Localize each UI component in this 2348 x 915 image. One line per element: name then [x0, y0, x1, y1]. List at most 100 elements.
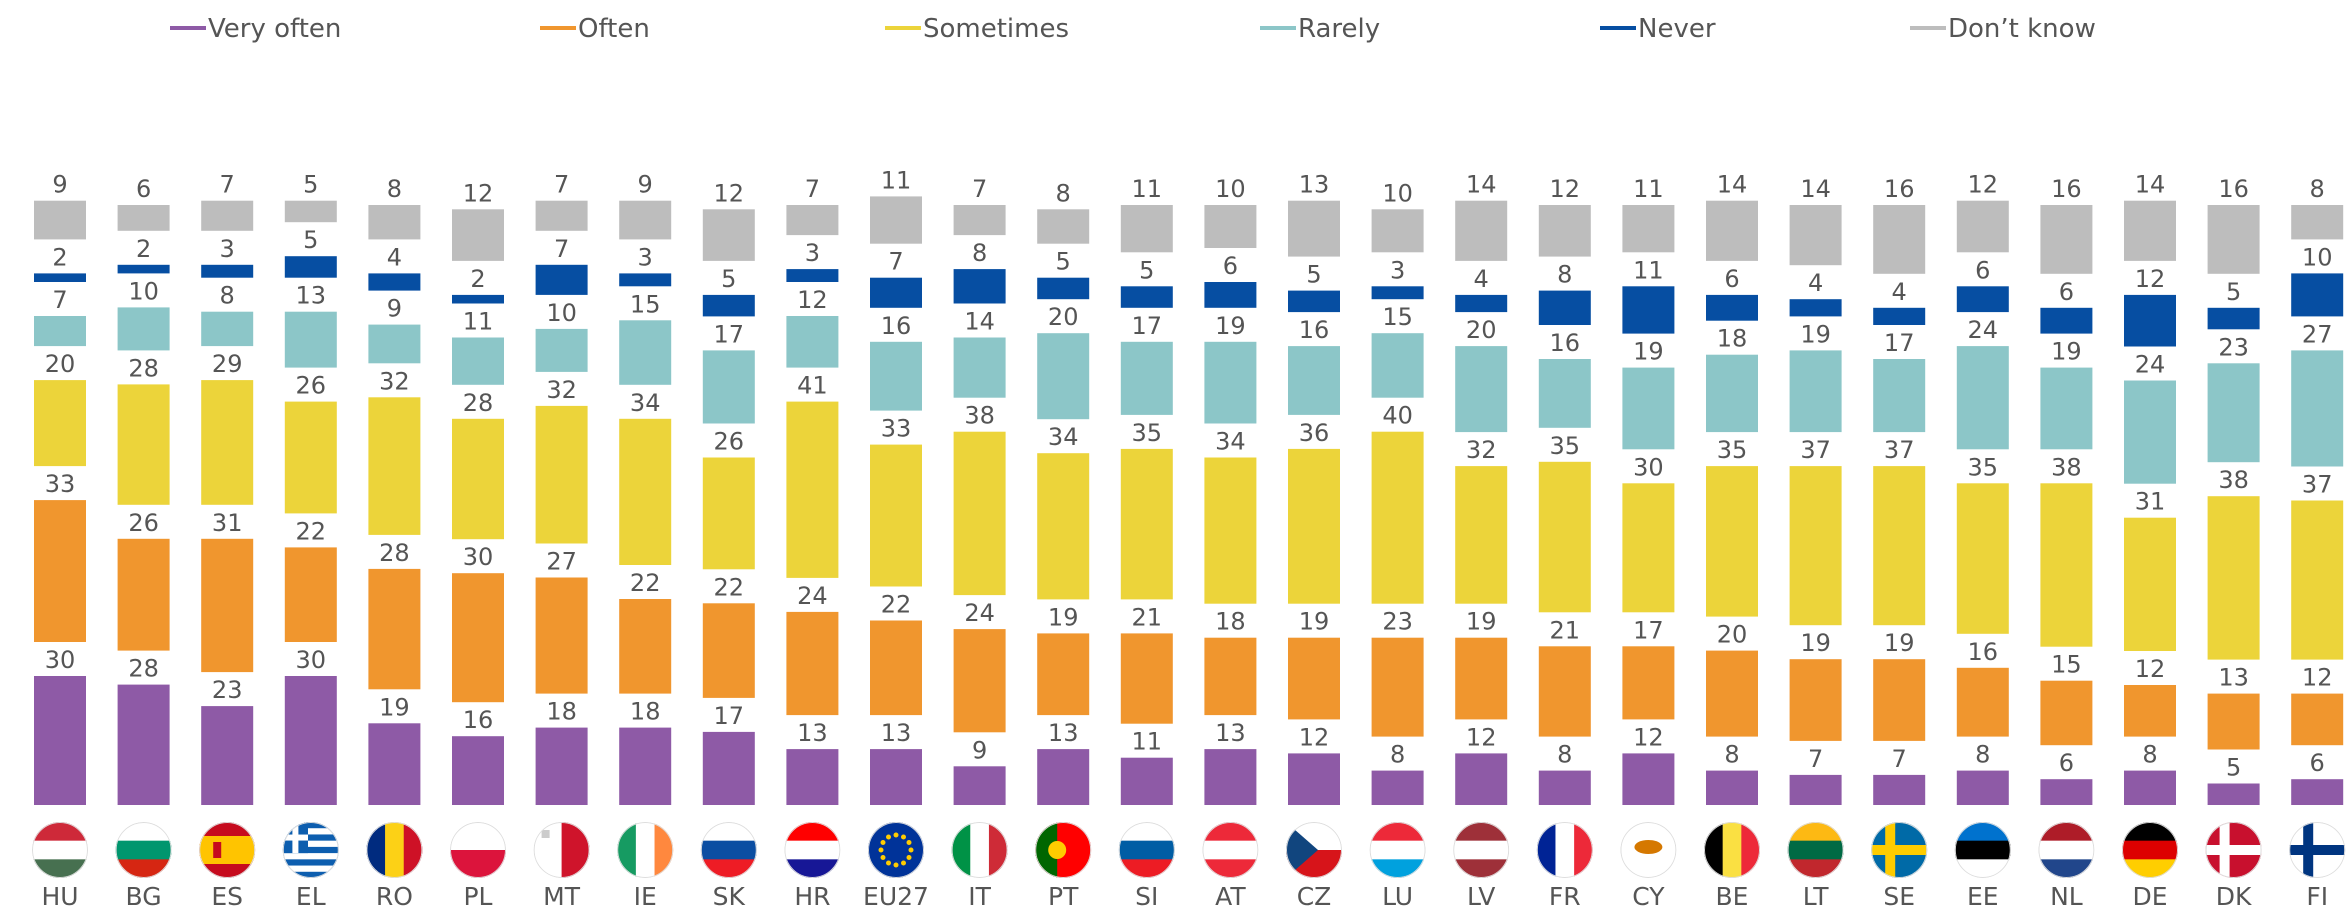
value-label-very-often-sk: 17 — [714, 702, 745, 730]
bar-often-mt — [535, 577, 588, 694]
value-label-never-it: 8 — [972, 239, 987, 267]
bar-don-t-know-ro — [368, 205, 421, 240]
value-label-often-dk: 13 — [2218, 664, 2249, 692]
legend-label: Very often — [208, 14, 341, 44]
bar-rarely-fi — [2291, 350, 2344, 467]
value-label-sometimes-cz: 36 — [1299, 419, 1330, 447]
bar-rarely-hu — [34, 316, 86, 347]
value-label-often-de: 12 — [2135, 655, 2166, 683]
bar-rarely-mt — [535, 328, 588, 372]
value-label-sometimes-fr: 35 — [1550, 432, 1581, 460]
flag-icon-it — [951, 822, 1008, 878]
value-label-never-hr: 3 — [805, 239, 820, 267]
flag-icon-ie — [617, 822, 674, 878]
bar-sometimes-hu — [34, 380, 86, 467]
value-label-never-cy: 11 — [1633, 256, 1664, 284]
bar-very-often-sk — [702, 731, 755, 805]
bar-very-often-lt — [1789, 774, 1842, 805]
legend-item-don-t-know: Don’t know — [1910, 14, 2096, 44]
value-label-often-se: 19 — [1884, 629, 1915, 657]
flag-icon-si — [1118, 822, 1175, 878]
value-label-sometimes-dk: 38 — [2218, 466, 2249, 494]
value-label-often-pt: 19 — [1048, 603, 1079, 631]
category-label-cz: CZ — [1297, 882, 1332, 911]
value-label-rarely-de: 24 — [2135, 351, 2166, 379]
bar-very-often-pt — [1037, 749, 1090, 805]
category-label-lt: LT — [1803, 882, 1829, 911]
legend-item-never: Never — [1600, 14, 1716, 44]
bar-very-often-lv — [1455, 753, 1508, 805]
value-label-often-lt: 19 — [1800, 629, 1831, 657]
value-label-never-sk: 5 — [721, 265, 736, 293]
bar-often-cz — [1288, 637, 1340, 720]
bar-very-often-hu — [34, 676, 86, 805]
bar-don-t-know-cz — [1288, 200, 1340, 257]
flag-icon-cy — [1620, 822, 1677, 878]
bar-often-pl — [452, 573, 504, 703]
value-label-often-si: 21 — [1132, 603, 1163, 631]
bar-don-t-know-ee — [1956, 200, 2009, 253]
value-label-very-often-ee: 8 — [1975, 741, 1990, 769]
country-flags — [32, 822, 2346, 878]
value-label-don-t-know-el: 5 — [303, 171, 318, 199]
category-label-mt: MT — [543, 882, 581, 911]
bar-rarely-fr — [1538, 359, 1591, 428]
value-label-often-cy: 17 — [1633, 616, 1664, 644]
bar-don-t-know-pt — [1037, 209, 1090, 244]
bar-never-de — [2124, 294, 2176, 347]
value-label-very-often-lu: 8 — [1390, 741, 1405, 769]
value-label-often-lu: 23 — [1382, 608, 1413, 636]
bar-don-t-know-lt — [1789, 205, 1842, 266]
value-label-rarely-es: 8 — [220, 282, 235, 310]
value-label-often-pl: 30 — [463, 543, 494, 571]
legend-item-very-often: Very often — [170, 14, 341, 44]
bar-very-often-lu — [1371, 770, 1424, 805]
value-label-don-t-know-fr: 12 — [1550, 175, 1581, 203]
value-label-sometimes-lv: 32 — [1466, 436, 1497, 464]
bar-never-at — [1204, 282, 1257, 308]
value-label-very-often-cy: 12 — [1633, 723, 1664, 751]
bar-often-pt — [1037, 633, 1090, 716]
value-label-very-often-bg: 28 — [128, 655, 159, 683]
value-label-rarely-fi: 27 — [2302, 320, 2333, 348]
value-label-rarely-cz: 16 — [1299, 316, 1330, 344]
value-label-rarely-it: 14 — [964, 308, 995, 336]
bar-don-t-know-at — [1204, 205, 1257, 248]
value-label-rarely-pt: 20 — [1048, 303, 1079, 331]
bar-very-often-at — [1204, 749, 1257, 805]
bar-sometimes-eu27 — [870, 444, 922, 587]
category-label-at: AT — [1215, 882, 1246, 911]
value-label-don-t-know-hr: 7 — [805, 175, 820, 203]
bar-sometimes-el — [284, 401, 337, 514]
category-label-ie: IE — [634, 882, 657, 911]
value-label-sometimes-ee: 35 — [1968, 453, 1999, 481]
value-label-very-often-cz: 12 — [1299, 723, 1330, 751]
value-label-rarely-sk: 17 — [714, 320, 745, 348]
bar-very-often-cz — [1288, 753, 1340, 805]
bar-sometimes-bg — [117, 384, 170, 505]
bar-don-t-know-lv — [1455, 200, 1508, 261]
bar-don-t-know-el — [284, 200, 337, 223]
bar-rarely-pt — [1037, 333, 1090, 420]
value-label-sometimes-es: 29 — [212, 350, 243, 378]
bar-don-t-know-fi — [2291, 205, 2344, 240]
flag-icon-fr — [1536, 822, 1593, 878]
value-label-never-hu: 2 — [52, 243, 67, 271]
bar-often-el — [284, 547, 337, 642]
value-label-never-dk: 5 — [2226, 278, 2241, 306]
value-label-rarely-be: 18 — [1717, 325, 1748, 353]
flag-icon-nl — [2038, 822, 2095, 878]
bar-often-fr — [1538, 646, 1591, 737]
value-label-don-t-know-eu27: 11 — [881, 166, 912, 194]
value-label-sometimes-pt: 34 — [1048, 423, 1079, 451]
bar-don-t-know-eu27 — [870, 196, 922, 244]
bar-often-cy — [1622, 646, 1675, 720]
bar-very-often-nl — [2040, 779, 2093, 805]
bar-rarely-si — [1120, 341, 1173, 415]
bar-often-ee — [1956, 667, 2009, 737]
legend: Very often Often Sometimes Rarely Never Don’t… — [170, 14, 2096, 44]
value-label-rarely-lt: 19 — [1800, 320, 1831, 348]
value-label-often-ee: 16 — [1968, 638, 1999, 666]
legend-item-rarely: Rarely — [1260, 14, 1380, 44]
